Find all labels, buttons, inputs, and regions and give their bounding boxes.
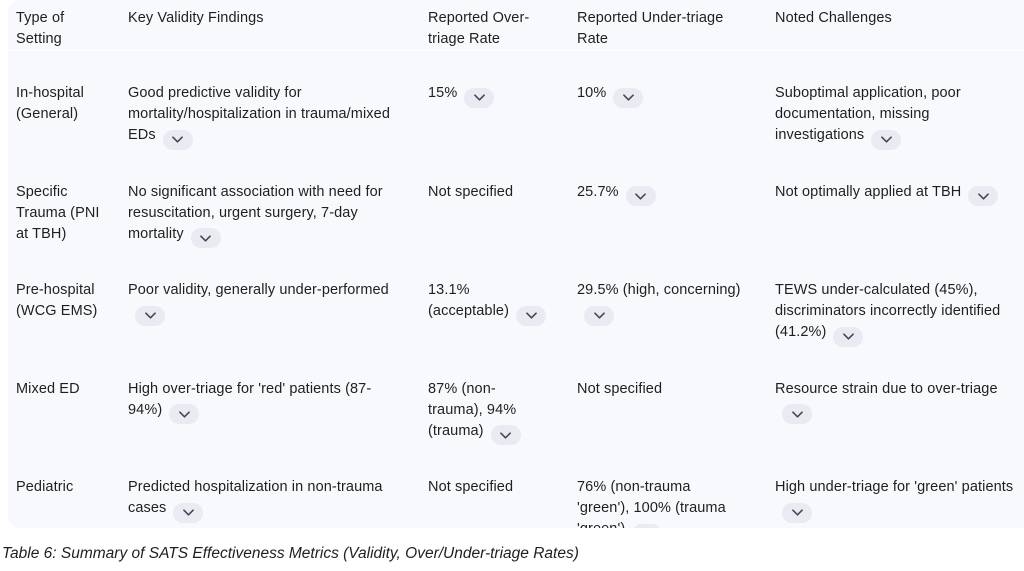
expand-chevron-button[interactable] <box>173 502 204 523</box>
chevron-down-icon <box>843 333 854 340</box>
cell-text: Not specified <box>428 183 514 200</box>
cell-over-triage: Not specified <box>428 445 577 528</box>
expand-chevron-button[interactable] <box>169 404 200 424</box>
expand-chevron-button[interactable] <box>613 87 644 108</box>
cell-text: Mixed ED <box>16 380 80 397</box>
expand-chevron-button[interactable] <box>190 228 221 248</box>
cell-over-triage: 13.1% (acceptable) <box>428 248 577 347</box>
cell-text: Resource strain due to over-triage <box>775 380 998 397</box>
cell-text: 10% <box>577 85 607 101</box>
expand-chevron-button[interactable] <box>584 305 614 326</box>
expand-chevron-button[interactable] <box>625 186 656 206</box>
column-header-setting: Type of Setting <box>8 8 128 51</box>
column-header-over-triage: Reported Over-triage Rate <box>428 8 577 51</box>
cell-text: 13.1% (acceptable) <box>428 282 509 319</box>
cell-text: Not specified <box>577 380 663 397</box>
cell-text: Pediatric <box>16 479 74 495</box>
column-header-challenges: Noted Challenges <box>775 8 1024 51</box>
cell-challenges: High under-triage for 'green' patients <box>775 445 1024 528</box>
expand-chevron-button[interactable] <box>782 404 812 424</box>
chevron-down-icon <box>880 136 892 143</box>
table-row: Mixed ED High over-triage for 'red' pati… <box>8 347 1024 446</box>
cell-under-triage: 25.7% <box>577 150 775 249</box>
expand-chevron-button[interactable] <box>135 305 165 326</box>
cell-under-triage: Not specified <box>577 347 775 446</box>
cell-text: High over-triage for 'red' patients (87-… <box>128 380 372 418</box>
cell-text: 76% (non-trauma 'green'), 100% (trauma '… <box>577 479 726 528</box>
cell-over-triage: 15% <box>428 51 577 150</box>
cell-text: 87% (non-trauma), 94% (trauma) <box>428 380 517 439</box>
column-header-under-triage: Reported Under-triage Rate <box>577 8 775 51</box>
cell-over-triage: Not specified <box>428 150 577 249</box>
chevron-down-icon <box>200 234 212 242</box>
cell-setting: Pediatric <box>8 445 128 528</box>
cell-setting: Specific Trauma (PNI at TBH) <box>8 150 128 249</box>
chevron-down-icon <box>473 94 485 101</box>
chevron-down-icon <box>635 192 646 200</box>
expand-chevron-button[interactable] <box>782 502 812 523</box>
expand-chevron-button[interactable] <box>162 129 193 150</box>
chevron-down-icon <box>525 312 537 319</box>
cell-text: Not specified <box>428 479 514 495</box>
cell-validity-findings: Good predictive validity for mortality/h… <box>128 51 428 150</box>
cell-text: No significant association with need for… <box>128 183 383 242</box>
chevron-down-icon <box>622 94 634 101</box>
chevron-down-icon <box>183 509 194 516</box>
cell-text: Pre-hospital (WCG EMS) <box>16 282 98 319</box>
cell-text: 29.5% (high, concerning) <box>577 282 741 298</box>
cell-text: In-hospital (General) <box>16 85 84 122</box>
table-row: Pediatric Predicted hospitalization in n… <box>8 445 1024 528</box>
chevron-down-icon <box>178 410 190 418</box>
cell-text: Specific Trauma (PNI at TBH) <box>16 183 100 242</box>
cell-text: 25.7% <box>577 183 619 200</box>
expand-chevron-button[interactable] <box>464 87 495 108</box>
expand-chevron-button[interactable] <box>490 425 521 445</box>
cell-text: Predicted hospitalization in non-trauma … <box>128 479 383 516</box>
cell-validity-findings: Predicted hospitalization in non-trauma … <box>128 445 428 528</box>
cell-text: Suboptimal application, poor documentati… <box>775 85 961 143</box>
cell-challenges: Resource strain due to over-triage <box>775 347 1024 446</box>
cell-validity-findings: No significant association with need for… <box>128 150 428 248</box>
cell-validity-findings: Poor validity, generally under-performed <box>128 248 428 347</box>
chevron-down-icon <box>593 312 605 319</box>
chevron-down-icon <box>144 312 156 319</box>
cell-challenges: Suboptimal application, poor documentati… <box>775 51 1024 150</box>
cell-text: High under-triage for 'green' patients <box>775 479 1014 495</box>
cell-under-triage: 29.5% (high, concerning) <box>577 248 775 347</box>
table-row: Specific Trauma (PNI at TBH) No signific… <box>8 150 1024 249</box>
column-header-validity-findings: Key Validity Findings <box>128 8 428 51</box>
expand-chevron-button[interactable] <box>968 186 999 206</box>
cell-challenges: Not optimally applied at TBH <box>775 150 1024 249</box>
cell-validity-findings: High over-triage for 'red' patients (87-… <box>128 347 428 446</box>
cell-text: Not optimally applied at TBH <box>775 183 962 200</box>
cell-text: Poor validity, generally under-performed <box>128 282 389 298</box>
sats-effectiveness-table: Type of Setting Key Validity Findings Re… <box>8 8 1024 528</box>
cell-setting: In-hospital (General) <box>8 51 128 150</box>
table-row: In-hospital (General) Good predictive va… <box>8 51 1024 150</box>
header-row: Type of Setting Key Validity Findings Re… <box>8 8 1024 51</box>
cell-setting: Pre-hospital (WCG EMS) <box>8 248 128 347</box>
table-row: Pre-hospital (WCG EMS) Poor validity, ge… <box>8 248 1024 347</box>
chevron-down-icon <box>977 192 989 200</box>
expand-chevron-button[interactable] <box>833 326 864 347</box>
cell-text: TEWS under-calculated (45%), discriminat… <box>775 282 1001 340</box>
summary-table-card: Type of Setting Key Validity Findings Re… <box>8 0 1024 528</box>
expand-chevron-button[interactable] <box>516 305 546 326</box>
cell-under-triage: 76% (non-trauma 'green'), 100% (trauma '… <box>577 445 775 528</box>
expand-chevron-button[interactable] <box>871 129 902 150</box>
chevron-down-icon <box>791 410 803 418</box>
cell-setting: Mixed ED <box>8 347 128 446</box>
chevron-down-icon <box>791 509 803 516</box>
cell-text: Good predictive validity for mortality/h… <box>128 85 390 143</box>
cell-under-triage: 10% <box>577 51 775 150</box>
expand-chevron-button[interactable] <box>632 523 663 528</box>
table-caption: Table 6: Summary of SATS Effectiveness M… <box>2 545 579 562</box>
chevron-down-icon <box>172 136 184 143</box>
cell-challenges: TEWS under-calculated (45%), discriminat… <box>775 248 1024 347</box>
cell-over-triage: 87% (non-trauma), 94% (trauma) <box>428 347 577 445</box>
chevron-down-icon <box>500 431 511 439</box>
cell-text: 15% <box>428 85 458 101</box>
